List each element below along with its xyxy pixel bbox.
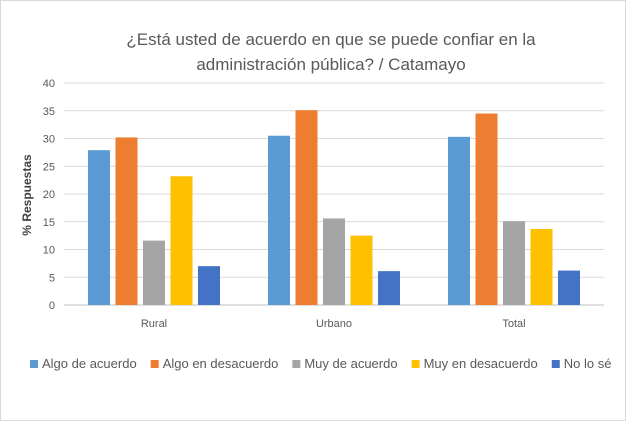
bar — [503, 221, 525, 305]
bar — [88, 150, 110, 305]
legend-swatch — [292, 360, 301, 368]
x-tick-label: Rural — [141, 318, 167, 330]
y-tick-label: 25 — [43, 161, 55, 173]
legend-label: No lo sé — [564, 356, 612, 371]
y-tick-label: 40 — [43, 78, 55, 90]
bar — [268, 135, 290, 305]
y-tick-label: 15 — [43, 217, 55, 229]
legend-item: Algo de acuerdo — [30, 356, 137, 371]
bar — [378, 271, 400, 305]
bars — [88, 110, 580, 306]
y-tick-label: 10 — [43, 245, 55, 257]
legend-label: Algo de acuerdo — [42, 356, 137, 371]
bar — [323, 218, 345, 305]
bar — [198, 266, 220, 305]
x-tick-label: Total — [502, 318, 525, 330]
legend-swatch — [551, 360, 560, 368]
chart-title-line1: ¿Está usted de acuerdo en que se puede c… — [126, 30, 536, 49]
legend-item: No lo sé — [551, 356, 612, 371]
y-tick-label: 0 — [49, 300, 55, 312]
legend-item: Muy en desacuerdo — [411, 356, 538, 371]
x-tick-label: Urbano — [316, 318, 352, 330]
legend-swatch — [411, 360, 420, 368]
bar — [170, 176, 193, 305]
legend-item: Muy de acuerdo — [292, 356, 398, 371]
y-tick-labels: 0 5 10 15 20 25 30 35 40 — [43, 78, 55, 312]
legend-swatch — [30, 360, 38, 368]
bar — [475, 113, 498, 306]
legend-item: Algo en desacuerdo — [150, 356, 279, 371]
y-tick-label: 30 — [43, 134, 55, 146]
bar — [350, 235, 373, 305]
legend-swatch — [150, 360, 159, 368]
legend-label: Algo en desacuerdo — [163, 356, 279, 371]
chart-title-line2: administración pública? / Catamayo — [196, 55, 465, 74]
y-axis-label: % Respuestas — [20, 154, 34, 236]
y-tick-label: 5 — [49, 272, 55, 284]
legend: Algo de acuerdo Algo en desacuerdo Muy de … — [30, 356, 611, 371]
legend-label: Muy de acuerdo — [304, 356, 397, 371]
bar — [558, 270, 580, 305]
bar — [295, 110, 318, 305]
y-tick-label: 35 — [43, 106, 55, 118]
bar — [448, 136, 470, 305]
bar — [143, 240, 165, 305]
bar — [530, 228, 553, 305]
bar — [115, 137, 138, 305]
legend-label: Muy en desacuerdo — [424, 356, 538, 371]
x-tick-labels: Rural Urbano Total — [141, 318, 526, 330]
y-tick-label: 20 — [43, 189, 55, 201]
